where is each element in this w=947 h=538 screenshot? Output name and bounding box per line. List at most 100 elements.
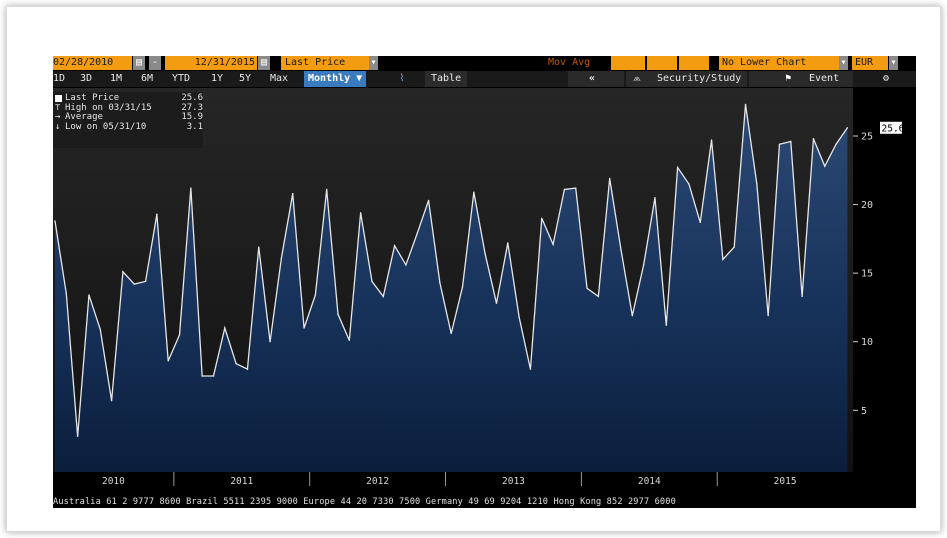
data-point-2014-10	[688, 183, 690, 185]
mov-avg-input-3[interactable]	[679, 56, 709, 70]
range-button-ytd[interactable]: YTD	[172, 73, 191, 84]
end-date-field[interactable]: 12/31/2015	[165, 56, 257, 70]
toolbar-row-2: 1D 3D 1M 6M YTD 1Y 5Y Max Monthly ▼ ⌇ Ta…	[53, 71, 916, 87]
data-point-2011-11	[292, 192, 294, 195]
data-point-2011-05	[224, 327, 226, 329]
data-point-2013-07	[518, 316, 520, 318]
data-point-2010-05	[88, 294, 90, 296]
legend-label: High on 03/31/15	[65, 102, 152, 113]
date-dash: -	[149, 56, 161, 70]
calendar-icon[interactable]: ▤	[258, 56, 270, 70]
data-point-2014-12	[710, 139, 713, 141]
security-study-bg	[626, 71, 747, 87]
chevron-down-icon[interactable]: ▾	[889, 56, 898, 70]
data-point-2014-11	[699, 221, 701, 224]
data-point-2015-03	[744, 103, 747, 106]
field-select[interactable]: Last Price	[281, 56, 369, 70]
back-button-bg	[568, 71, 624, 87]
gear-icon[interactable]: ⚙	[882, 73, 890, 84]
data-point-2013-03	[473, 191, 475, 193]
range-button-3d[interactable]: 3D	[80, 73, 93, 84]
high-marker-icon: ⊤	[55, 102, 61, 113]
data-point-2012-09	[405, 264, 407, 266]
data-point-2011-08	[258, 246, 260, 248]
period-select[interactable]: Monthly ▼	[304, 71, 367, 87]
data-point-2010-09	[133, 283, 135, 285]
data-point-2015-01	[722, 258, 724, 261]
legend-label: Average	[65, 112, 103, 122]
data-point-2012-04	[348, 339, 351, 342]
data-point-2012-05	[359, 212, 362, 214]
data-point-2011-09	[269, 341, 271, 343]
data-point-2011-10	[280, 257, 283, 259]
data-point-2010-08	[122, 271, 124, 273]
y-tick-label: 15	[861, 269, 873, 280]
data-point-2012-02	[325, 188, 328, 191]
data-point-2012-01	[314, 294, 317, 296]
data-point-2011-03	[201, 375, 203, 377]
data-point-2015-07	[790, 140, 792, 143]
back-button[interactable]: «	[589, 73, 596, 84]
flag-icon[interactable]: ⚑	[785, 73, 792, 84]
x-tick-label: 2014	[638, 476, 661, 487]
data-point-2015-10	[824, 165, 826, 167]
chevron-down-icon[interactable]: ▾	[839, 56, 848, 70]
data-point-2014-04	[620, 249, 622, 251]
price-chart: 5 10 15 20 25 25.6 2010 2011 2012 2013 2014 2015	[53, 88, 916, 497]
data-point-2015-06	[778, 143, 781, 145]
x-tick-label: 2015	[774, 476, 797, 487]
event-button[interactable]: Event	[809, 73, 840, 84]
table-button[interactable]: Table	[425, 71, 468, 87]
lower-chart-select[interactable]: No Lower Chart	[719, 56, 839, 70]
data-point-2011-04	[212, 375, 215, 377]
range-button-max[interactable]: Max	[270, 73, 289, 84]
security-study-button[interactable]: Security/Study	[657, 73, 742, 84]
chevron-down-icon[interactable]: ▾	[369, 56, 378, 70]
toolbar-row-1: 02/28/2010 ▤ - 12/31/2015 ▤ Last Price ▾…	[53, 56, 916, 70]
screenshot-frame: 02/28/2010 ▤ - 12/31/2015 ▤ Last Price ▾…	[6, 6, 941, 532]
legend-value: 3.1	[186, 121, 203, 132]
calendar-icon[interactable]: ▤	[133, 56, 145, 70]
currency-select[interactable]: EUR	[852, 56, 888, 70]
x-tick-label: 2012	[366, 476, 389, 487]
range-button-1d[interactable]: 1D	[53, 73, 66, 84]
data-point-2010-02	[54, 220, 56, 222]
legend-swatch	[55, 95, 62, 102]
range-button-6m[interactable]: 6M	[141, 73, 154, 84]
data-point-2015-02	[733, 246, 735, 248]
average-marker-icon: →	[55, 112, 61, 122]
start-date-field[interactable]: 02/28/2010	[53, 56, 132, 70]
data-point-2011-12	[303, 327, 305, 329]
legend-value: 25.6	[181, 93, 203, 103]
legend-value: 27.3	[181, 102, 203, 113]
range-button-5y[interactable]: 5Y	[239, 73, 252, 84]
line-chart-icon[interactable]: ⌇	[399, 73, 405, 84]
data-point-2012-10	[416, 232, 418, 235]
last-price-tag	[880, 121, 902, 134]
range-button-1m[interactable]: 1M	[110, 73, 123, 84]
security-study-icon[interactable]: ⩕	[633, 73, 641, 84]
data-point-2010-07	[110, 399, 113, 402]
x-tick-label: 2013	[502, 476, 525, 487]
legend-row-last-price: Last Price 25.6	[53, 93, 203, 104]
mov-avg-input-1[interactable]	[611, 56, 645, 70]
data-point-2011-06	[235, 362, 237, 365]
data-point-2013-10	[552, 243, 554, 246]
chart-legend: Last Price 25.6 ⊤ High on 03/31/15 27.3 …	[53, 92, 203, 148]
data-point-2012-06	[371, 280, 373, 283]
data-point-2015-05	[767, 314, 769, 317]
range-button-1y[interactable]: 1Y	[211, 73, 224, 84]
x-tick-label: 2011	[230, 476, 253, 487]
price-area-fill	[55, 104, 848, 473]
y-tick-label: 25	[861, 132, 873, 143]
event-bg	[749, 71, 853, 87]
data-point-2010-03	[65, 293, 68, 295]
data-point-2012-11	[427, 199, 430, 202]
data-point-2013-09	[541, 217, 543, 219]
mov-avg-input-2[interactable]	[647, 56, 677, 70]
x-tick-label: 2010	[102, 476, 125, 487]
data-point-2013-02	[461, 286, 464, 288]
data-point-2015-09	[812, 138, 815, 140]
data-point-2013-04	[484, 253, 486, 255]
data-point-2010-04	[76, 435, 79, 438]
